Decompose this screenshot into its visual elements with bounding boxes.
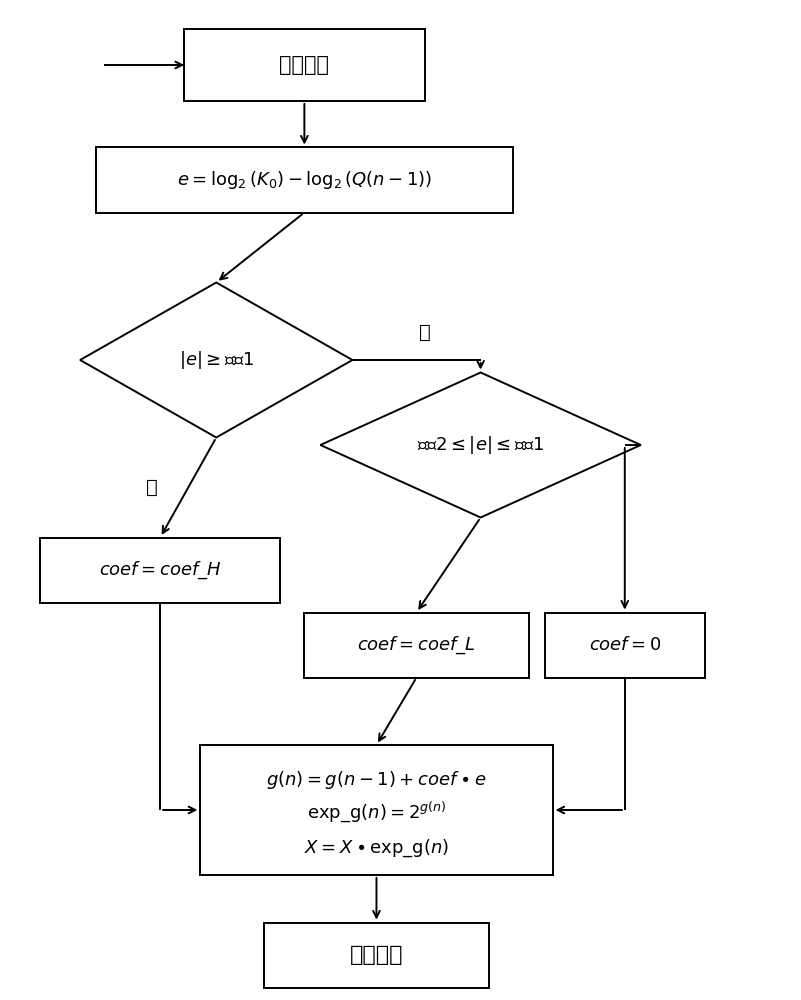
Text: $g(n)=g(n-1)+coef\bullet e$: $g(n)=g(n-1)+coef\bullet e$ [266, 769, 487, 791]
Polygon shape [320, 372, 641, 518]
Bar [304, 612, 529, 678]
Text: $|e|\geq$阈值1: $|e|\geq$阈值1 [179, 349, 254, 371]
Bar [96, 147, 513, 213]
Bar [545, 612, 705, 678]
Text: 后续处理: 后续处理 [350, 945, 403, 965]
Text: $coef=coef\_L$: $coef=coef\_L$ [357, 634, 476, 656]
Text: 功率平均: 功率平均 [280, 55, 329, 75]
Text: $\mathrm{exp\_g}(n)=2^{g(n)}$: $\mathrm{exp\_g}(n)=2^{g(n)}$ [307, 800, 446, 824]
Bar [184, 29, 425, 101]
Text: $X=X\bullet\mathrm{exp\_g}(n)$: $X=X\bullet\mathrm{exp\_g}(n)$ [304, 837, 449, 859]
Text: $coef=0$: $coef=0$ [589, 636, 661, 654]
Text: 阈值2$\leq|e|\leq$阈值1: 阈值2$\leq|e|\leq$阈值1 [417, 434, 544, 456]
Text: 是: 是 [147, 478, 158, 497]
Bar [264, 922, 489, 988]
Polygon shape [80, 282, 352, 438]
Text: $e=\log_2(K_0)-\log_2(Q(n-1))$: $e=\log_2(K_0)-\log_2(Q(n-1))$ [177, 169, 432, 191]
Text: 否: 否 [419, 322, 430, 342]
Bar [200, 745, 553, 875]
Bar [40, 538, 280, 602]
Text: $coef=coef\_H$: $coef=coef\_H$ [99, 559, 222, 581]
